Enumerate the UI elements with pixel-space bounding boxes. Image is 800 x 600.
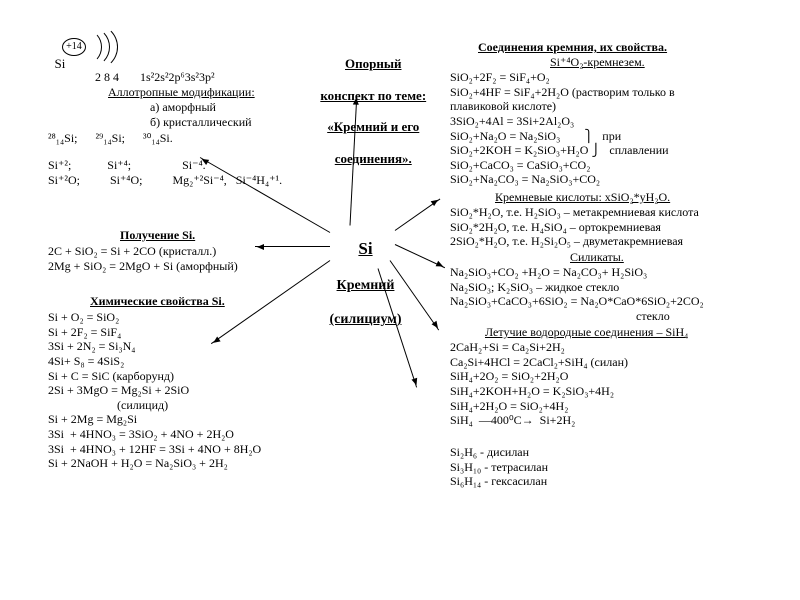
arrow: [255, 246, 330, 247]
atom-shell-counts: 2 8 4: [95, 70, 119, 85]
acid-body: SiO₂*H₂O, т.е. H₂SiO₃ – метакремниевая к…: [450, 205, 699, 249]
sil-title: Силикаты.: [570, 250, 624, 265]
prep-body: 2C + SiO₂ = Si + 2CO (кристалл.) 2Mg + S…: [48, 244, 238, 273]
sio2-title: Si⁺⁴O₂-кремнезем.: [550, 55, 645, 70]
allotrop-b: б) кристаллический: [150, 115, 252, 130]
arrow: [395, 199, 441, 231]
arrow: [395, 244, 445, 268]
prep-title: Получение Si.: [120, 228, 195, 243]
chem-title: Химические свойства Si.: [90, 294, 225, 309]
chem-body: Si + O₂ = SiO₂ Si + 2F₂ = SiF₄ 3Si + 2N₂…: [48, 310, 261, 471]
allotrop-title: Аллотропные модификации:: [108, 85, 255, 100]
sio2-body: SiO₂+2F₂ = SiF₄+O₂ SiO₂+4HF = SiF₄+2H₂O …: [450, 70, 675, 187]
oxidation-states: Si⁺²; Si⁺⁴; Si⁻⁴. Si⁺²O; Si⁺⁴O; Mg₂⁺²Si⁻…: [48, 158, 282, 187]
atom-ec: 1s²2s²2p⁶3s²3p²: [140, 70, 215, 85]
acid-title: Кремневые кислоты: xSiO₂*yH₂O.: [495, 190, 670, 205]
sil-body: Na₂SiO₃+CO₂ +H₂O = Na₂CO₃+ H₂SiO₃ Na₂SiO…: [450, 265, 704, 324]
vol-body: 2CaH₂+Si = Ca₂Si+2H₂ Ca₂Si+4HCl = 2CaCl₂…: [450, 340, 628, 428]
atom-shell-3: [72, 24, 118, 70]
isotopes: ²⁸₁₄Si; ²⁹₁₄Si; ³⁰₁₄Si.: [48, 131, 173, 146]
silanes-list: Si₂H₆ - дисилан Si₃H₁₀ - тетрасилан Si₆H…: [450, 445, 548, 489]
allotrop-a: а) аморфный: [150, 100, 216, 115]
center-node: Si Кремний (силициум): [322, 222, 402, 328]
comp-title: Соединения кремния, их свойства.: [478, 40, 667, 55]
vol-title: Летучие водородные соединения – SiH₄: [485, 325, 688, 340]
page-root: { "fs": {"tiny":10, "sm":11, "base":12, …: [0, 0, 800, 600]
topic-title: Опорный конспект по теме: «Кремний и его…: [300, 40, 440, 167]
